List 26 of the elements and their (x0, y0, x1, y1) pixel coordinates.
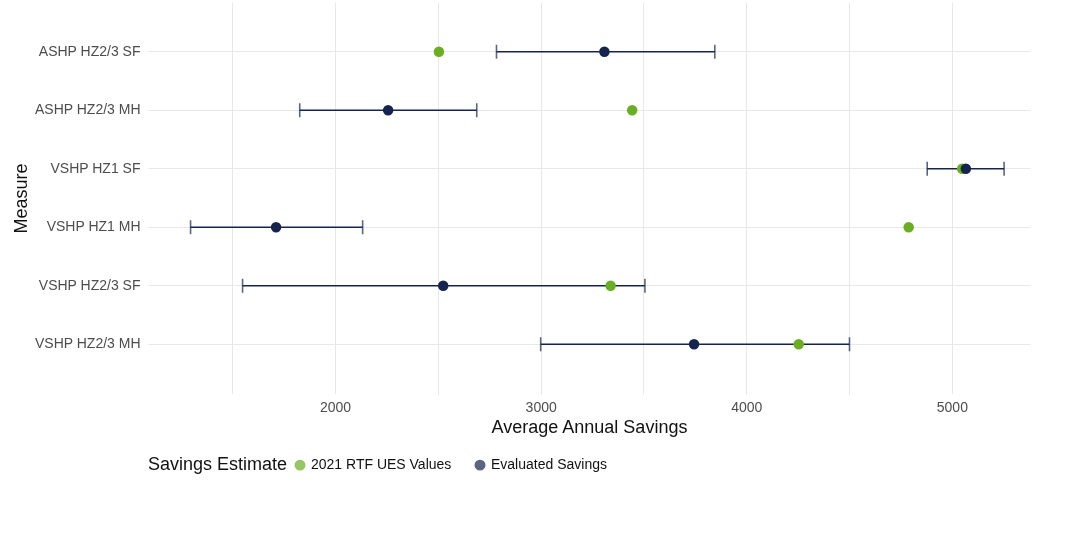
y-axis-title: Measure (10, 163, 31, 234)
y-tick-label: VSHP HZ2/3 SF (38, 276, 141, 293)
x-tick-label: 2000 (320, 398, 352, 415)
x-tick-label: 5000 (936, 398, 969, 415)
x-tick-label: 4000 (731, 398, 763, 415)
y-tick-label: ASHP HZ2/3 SF (38, 42, 141, 59)
y-tick-label: VSHP HZ2/3 MH (34, 335, 141, 352)
point (626, 105, 638, 116)
legend-title: Savings Estimate (148, 454, 288, 474)
y-tick-label: ASHP HZ2/3 MH (34, 101, 141, 118)
y-tick-label: VSHP HZ1 SF (50, 159, 141, 176)
point (688, 339, 700, 350)
y-tick-label: VSHP HZ1 MH (46, 218, 141, 235)
point (903, 222, 914, 233)
point (382, 105, 394, 116)
point (437, 280, 449, 291)
point (793, 339, 804, 350)
x-axis-title: Average Annual Savings (491, 416, 688, 437)
point (433, 46, 445, 57)
x-tick-label: 3000 (525, 398, 557, 415)
point (960, 163, 972, 174)
point (270, 222, 282, 233)
legend-label: 2021 RTF UES Values (311, 456, 452, 473)
point (599, 46, 610, 57)
legend-label: Evaluated Savings (491, 456, 607, 473)
point (605, 280, 616, 291)
